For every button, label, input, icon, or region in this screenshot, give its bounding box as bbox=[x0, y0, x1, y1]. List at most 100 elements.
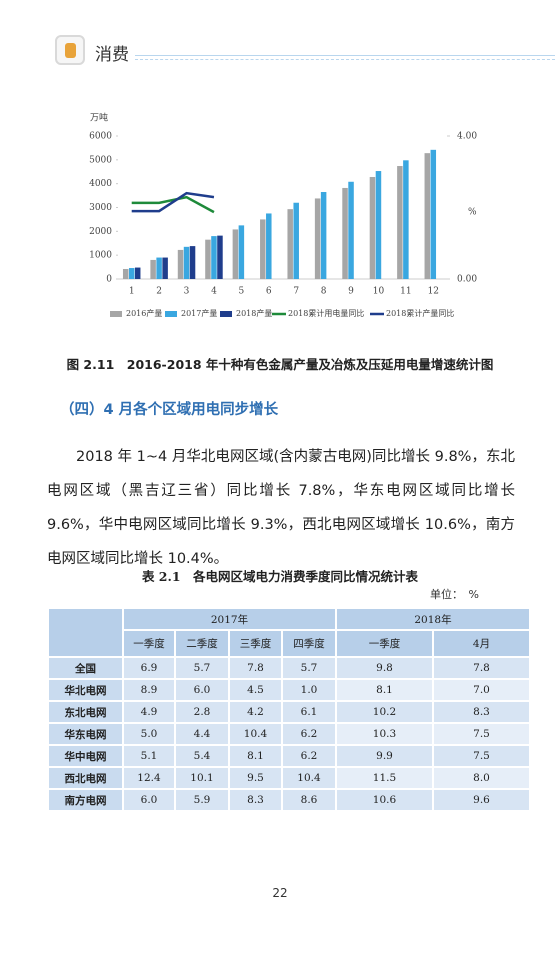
table-cell: 2.8 bbox=[174, 700, 230, 724]
bar bbox=[314, 198, 321, 279]
bar bbox=[320, 192, 327, 279]
x-tick-label: 12 bbox=[428, 287, 439, 297]
table-cell: 10.3 bbox=[335, 722, 434, 746]
caption: 图 2.11 2016-2018 年十种有色金属产量及冶炼及压延用电量增速统计图 bbox=[66, 357, 494, 372]
table-cell: 10.1 bbox=[174, 766, 230, 790]
bar bbox=[348, 181, 354, 279]
table-cell: 5.9 bbox=[174, 788, 230, 812]
y-tick-label: 6000 bbox=[89, 132, 112, 142]
table-cell bbox=[47, 607, 124, 658]
bar bbox=[403, 160, 409, 279]
section-heading: （四）4 月各个区域用电同步增长 bbox=[60, 402, 279, 418]
table-cell: 9.6 bbox=[432, 788, 531, 812]
table-cell: 8.6 bbox=[281, 788, 337, 812]
bar bbox=[232, 229, 239, 279]
table-cell: 10.4 bbox=[281, 766, 337, 790]
table-cell: 8.1 bbox=[335, 678, 434, 702]
bar bbox=[205, 239, 211, 279]
table-cell: 5.7 bbox=[174, 656, 230, 680]
table-cell: 6.1 bbox=[281, 700, 337, 724]
table-cell: 一季度 bbox=[335, 629, 434, 658]
table-cell: 8.1 bbox=[228, 744, 283, 768]
table-cell: 8.3 bbox=[432, 700, 531, 724]
table-cell: 2017年 bbox=[122, 607, 337, 631]
table-cell: 10.6 bbox=[335, 788, 434, 812]
y2-tick-label: 0.00 bbox=[457, 275, 477, 285]
x-tick-label: 4 bbox=[211, 287, 217, 297]
x-tick-label: 9 bbox=[348, 287, 354, 297]
bar bbox=[177, 249, 184, 279]
table-cell: 华北电网 bbox=[47, 678, 124, 702]
legend-swatch bbox=[220, 311, 232, 317]
bar bbox=[134, 267, 141, 279]
table-cell: 4.9 bbox=[122, 700, 176, 724]
line bbox=[131, 191, 215, 213]
table-cell: 西北电网 bbox=[47, 766, 124, 790]
bar bbox=[122, 268, 129, 279]
x-tick-label: 11 bbox=[400, 287, 411, 297]
table-cell: 11.5 bbox=[335, 766, 434, 790]
bar bbox=[183, 246, 190, 279]
table-cell: 6.0 bbox=[122, 788, 176, 812]
bar bbox=[287, 209, 293, 279]
table-cell: 9.9 bbox=[335, 744, 434, 768]
bar bbox=[293, 202, 299, 279]
table-row: 东北电网 4.9 2.8 4.2 6.1 10.2 8.3 bbox=[47, 700, 531, 724]
table-cell: 四季度 bbox=[281, 629, 337, 658]
bar bbox=[150, 259, 156, 279]
table-cell: 二季度 bbox=[174, 629, 230, 658]
legend-swatch bbox=[110, 311, 122, 317]
table-cell: 10.2 bbox=[335, 700, 434, 724]
bar bbox=[128, 268, 135, 279]
table-row: 一季度 二季度 三季度 四季度 一季度 4月 bbox=[48, 629, 531, 658]
y-axis-label: 万吨 bbox=[90, 112, 108, 124]
bar bbox=[424, 153, 431, 279]
table-cell: 8.0 bbox=[432, 766, 531, 790]
x-tick-label: 5 bbox=[239, 287, 245, 297]
table-cell: 6.0 bbox=[174, 678, 230, 702]
y-tick-label: 1000 bbox=[89, 251, 112, 261]
table-cell: 1.0 bbox=[281, 678, 337, 702]
table-row: 南方电网 6.0 5.9 8.3 8.6 10.6 9.6 bbox=[47, 788, 531, 812]
y-tick-label: 0 bbox=[106, 275, 112, 285]
table-row: 华北电网 8.9 6.0 4.5 1.0 8.1 7.0 bbox=[47, 678, 531, 702]
y-tick-label: 3000 bbox=[89, 203, 112, 213]
table-cell: 南方电网 bbox=[47, 788, 124, 812]
bar bbox=[238, 225, 245, 279]
table-cell: 一季度 bbox=[122, 629, 176, 658]
table-cell: 6.2 bbox=[281, 722, 337, 746]
table-cell: 5.4 bbox=[174, 744, 230, 768]
y-tick-label: 5000 bbox=[89, 155, 112, 165]
x-tick-label: 8 bbox=[321, 287, 327, 297]
table: 2017年 2018年 一季度 二季度 三季度 四季度 一季度 4月 全国 6.9 5.7 7.8 5.… bbox=[47, 607, 531, 812]
x-tick-label: 3 bbox=[184, 287, 190, 297]
legend-label: 2018累计用电量同比 bbox=[288, 308, 364, 318]
legend-label: 2018累计产量同比 bbox=[386, 308, 454, 318]
table-cell: 10.4 bbox=[228, 722, 283, 746]
bar bbox=[156, 257, 162, 279]
table-title: 表 2.1 各电网区域电力消费季度同比情况统计表 bbox=[141, 569, 419, 584]
legend-label: 2016产量 bbox=[126, 308, 162, 318]
bar bbox=[266, 213, 272, 279]
table-cell: 东北电网 bbox=[47, 700, 124, 724]
table-cell: 7.5 bbox=[432, 744, 531, 768]
table-row: 华东电网 5.0 4.4 10.4 6.2 10.3 7.5 bbox=[47, 722, 531, 746]
x-tick-label: 2 bbox=[156, 287, 162, 297]
x-tick-label: 7 bbox=[293, 287, 299, 297]
header-rule bbox=[135, 55, 555, 56]
header-title: 消费 bbox=[95, 45, 129, 65]
bar bbox=[211, 236, 217, 279]
y-tick-label: 4000 bbox=[89, 179, 112, 189]
table-cell: 9.5 bbox=[228, 766, 283, 790]
page-number: 22 bbox=[272, 886, 288, 900]
table-cell: 5.1 bbox=[122, 744, 176, 768]
y-tick-label: 2000 bbox=[89, 227, 112, 237]
table-cell: 4月 bbox=[432, 629, 531, 658]
table-cell: 7.5 bbox=[432, 722, 531, 746]
paragraph: 2018 年 1~4 月华北电网区域(含内蒙古电网)同比增长 9.8%，东北电网… bbox=[47, 449, 515, 567]
table-cell: 8.3 bbox=[228, 788, 283, 812]
table-cell: 8.9 bbox=[122, 678, 176, 702]
legend-label: 2017产量 bbox=[181, 308, 217, 318]
